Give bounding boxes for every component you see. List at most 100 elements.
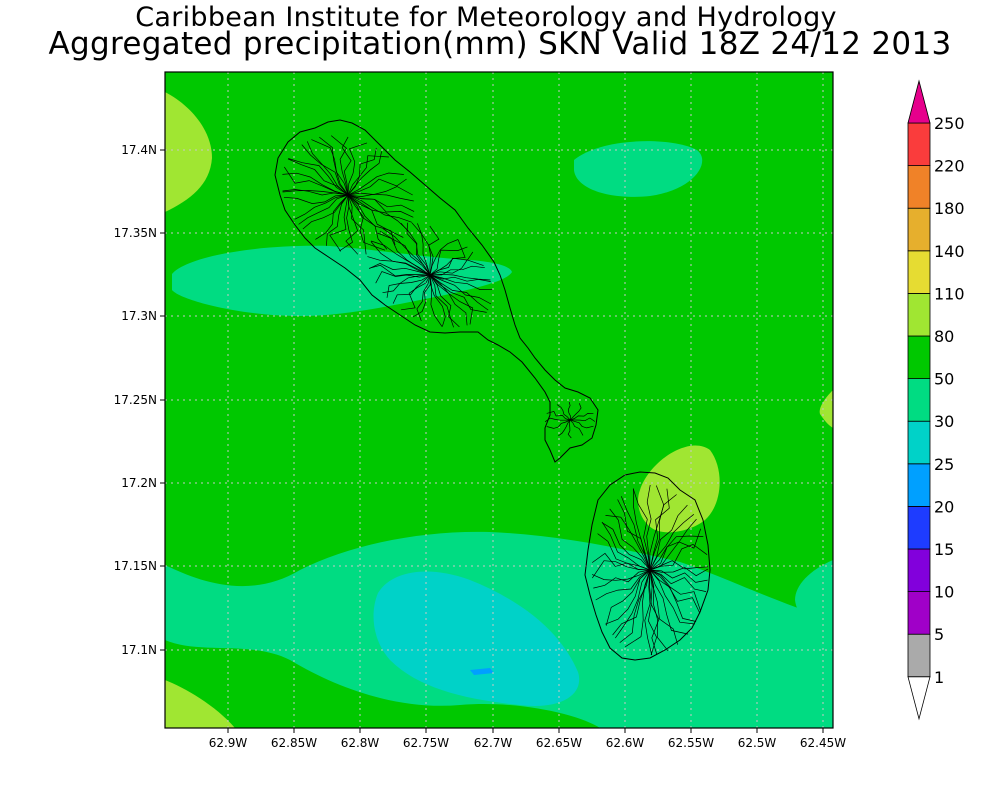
drainage-line — [347, 194, 396, 245]
drainage-line — [558, 419, 571, 437]
drainage-line — [386, 274, 431, 298]
drainage-line — [649, 504, 688, 571]
drainage-line — [612, 569, 651, 636]
drainage-line — [649, 567, 709, 577]
colorbar-cell — [907, 335, 931, 379]
colorbar-label: 220 — [934, 157, 965, 176]
colorbar-label: 5 — [934, 625, 944, 644]
drainage-line — [347, 178, 407, 196]
drainage-line — [315, 194, 349, 240]
drainage-line — [347, 194, 386, 251]
drainage-line — [544, 417, 571, 423]
drainage-line — [644, 569, 653, 656]
drainage-line — [429, 274, 487, 313]
drainage-line — [649, 518, 697, 571]
drainage-line — [400, 222, 431, 276]
colorbar-cell — [907, 420, 931, 465]
drainage-line — [601, 522, 651, 571]
drainage-line — [429, 265, 485, 276]
map-plot-area — [165, 72, 833, 728]
colorbar-label: 30 — [934, 412, 954, 431]
precip-region-20 — [470, 668, 494, 675]
island-st-kitts — [274, 119, 599, 463]
drainage-line — [429, 274, 446, 327]
colorbar-label: 110 — [934, 284, 965, 303]
drainage-line — [649, 569, 679, 645]
lat-tick-label: 17.15N — [114, 559, 157, 573]
precip-region-80-east — [819, 390, 833, 428]
precip-region-30-east — [795, 560, 833, 640]
colorbar-cell — [907, 165, 931, 209]
precip-region-30-ne — [574, 141, 703, 197]
lon-tick-label: 62.55W — [668, 736, 714, 750]
drainage-line — [619, 569, 651, 643]
drainage-line — [416, 274, 431, 322]
precip-region-25 — [373, 571, 580, 706]
drainage-line — [330, 135, 349, 196]
colorbar-cell — [907, 463, 931, 507]
island-drainage-lines — [282, 135, 709, 656]
drainage-line — [649, 569, 669, 652]
drainage-line — [429, 274, 474, 325]
lat-tick-label: 17.35N — [114, 226, 157, 240]
drainage-line — [341, 136, 352, 196]
lon-tick-label: 62.65W — [536, 736, 582, 750]
drainage-line — [298, 194, 349, 225]
colorbar-high-triangle — [907, 79, 931, 124]
lat-tick-label: 17.25N — [114, 393, 157, 407]
drainage-line — [406, 222, 431, 276]
drainage-line — [411, 222, 431, 276]
lon-tick-label: 62.85W — [271, 736, 317, 750]
chart-title-line2: Aggregated precipitation(mm) SKN Valid 1… — [48, 26, 952, 62]
colorbar-low-triangle — [907, 676, 931, 721]
drainage-line — [429, 274, 443, 327]
drainage-line — [311, 139, 349, 196]
drainage-line — [569, 419, 594, 429]
drainage-line — [429, 274, 468, 326]
drainage-line — [569, 413, 594, 421]
drainage-line — [649, 569, 708, 583]
drainage-line — [609, 508, 651, 571]
drainage-line — [347, 186, 413, 196]
drainage-line — [649, 488, 670, 571]
precip-region-80-nw — [165, 92, 212, 212]
lon-tick-label: 62.7W — [474, 736, 513, 750]
drainage-line — [429, 273, 491, 281]
drainage-line — [319, 136, 349, 196]
precip-region-80-sw — [165, 680, 235, 728]
colorbar-label: 140 — [934, 242, 965, 261]
drainage-line — [605, 515, 651, 571]
drainage-line — [429, 246, 468, 276]
drainage-line — [649, 514, 695, 571]
drainage-line — [379, 230, 431, 276]
drainage-line — [649, 535, 704, 571]
colorbar-cell — [907, 548, 931, 592]
islands-layer — [274, 119, 711, 661]
drainage-line — [632, 488, 651, 571]
drainage-line — [347, 194, 367, 255]
drainage-line — [370, 241, 431, 276]
drainage-line — [569, 403, 582, 421]
drainage-line — [287, 158, 349, 196]
drainage-line — [429, 259, 484, 276]
drainage-line — [649, 569, 689, 635]
drainage-line — [282, 189, 349, 196]
drainage-line — [569, 419, 584, 436]
drainage-line — [649, 569, 701, 614]
drainage-line — [546, 410, 571, 421]
drainage-line — [347, 194, 413, 223]
drainage-line — [329, 194, 349, 252]
lon-tick-label: 62.9W — [209, 736, 248, 750]
drainage-line — [649, 544, 708, 571]
drainage-line — [294, 194, 349, 220]
colorbar-cell — [907, 207, 931, 252]
colorbar-label: 80 — [934, 327, 954, 346]
lon-tick-label: 62.5W — [738, 736, 777, 750]
drainage-line — [567, 419, 572, 439]
drainage-line — [649, 569, 697, 622]
lat-tick-label: 17.1N — [121, 643, 157, 657]
drainage-line — [429, 239, 459, 276]
drainage-line — [649, 569, 660, 655]
colorbar-cell — [907, 292, 931, 337]
